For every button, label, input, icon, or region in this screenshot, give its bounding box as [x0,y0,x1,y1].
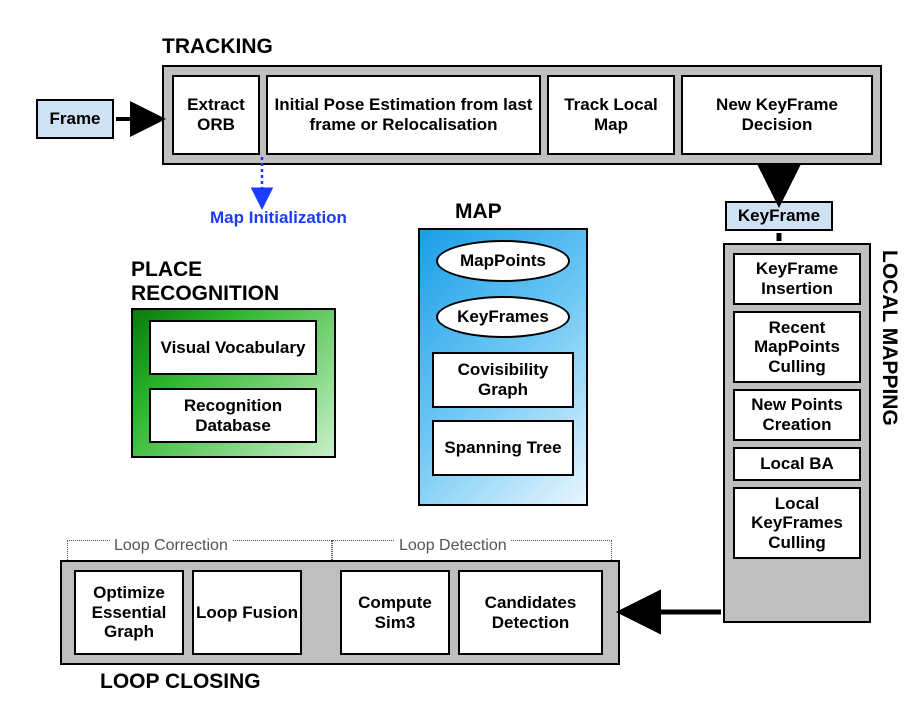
covisibility-graph-block: Covisibility Graph [432,352,574,408]
loop-correction-label: Loop Correction [110,537,232,555]
map-points-ellipse: MapPoints [436,240,570,282]
place-title-line1: PLACE [131,258,202,282]
frame-box: Frame [36,99,114,139]
recent-mappoints-culling-block: Recent MapPoints Culling [733,311,861,383]
compute-sim3-block: Compute Sim3 [340,570,450,655]
key-frames-ellipse: KeyFrames [436,296,570,338]
keyframe-insertion-block: KeyFrame Insertion [733,253,861,305]
loop-fusion-block: Loop Fusion [192,570,302,655]
initial-pose-block: Initial Pose Estimation from last frame … [266,75,541,155]
place-title-line2: RECOGNITION [131,282,279,306]
new-points-creation-block: New Points Creation [733,389,861,441]
visual-vocabulary-block: Visual Vocabulary [149,320,317,375]
recognition-database-block: Recognition Database [149,388,317,443]
candidates-detection-block: Candidates Detection [458,570,603,655]
keyframe-box: KeyFrame [725,201,833,231]
loop-closing-title: LOOP CLOSING [100,670,261,694]
local-ba-block: Local BA [733,447,861,481]
optimize-essential-graph-block: Optimize Essential Graph [74,570,184,655]
tracking-title: TRACKING [162,35,273,59]
extract-orb-block: Extract ORB [172,75,260,155]
loop-detection-label: Loop Detection [395,537,511,555]
local-mapping-title: LOCAL MAPPING [877,250,901,426]
new-keyframe-decision-block: New KeyFrame Decision [681,75,873,155]
local-keyframes-culling-block: Local KeyFrames Culling [733,487,861,559]
track-local-map-block: Track Local Map [547,75,675,155]
map-initialization-label: Map Initialization [210,208,347,228]
spanning-tree-block: Spanning Tree [432,420,574,476]
map-title: MAP [455,200,502,224]
